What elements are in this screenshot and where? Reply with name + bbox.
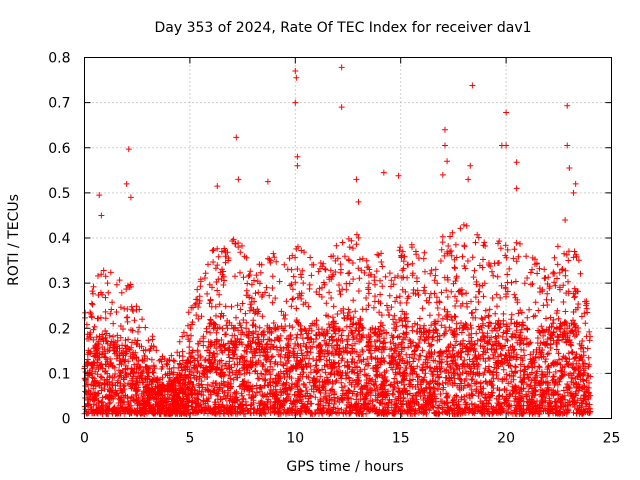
- scatter-band: [81, 221, 594, 417]
- y-tick-label: 0.4: [48, 231, 70, 247]
- x-tick-label: 15: [392, 431, 410, 447]
- x-tick-labels: 0 5 10 15 20 25: [80, 431, 620, 447]
- x-tick-label: 0: [80, 431, 89, 447]
- scatter-point: [570, 189, 577, 196]
- scatter-point: [469, 82, 476, 89]
- scatter-point: [294, 153, 301, 160]
- x-tick-label: 10: [286, 431, 304, 447]
- y-tick-label: 0.8: [48, 51, 70, 67]
- scatter-point: [264, 178, 271, 185]
- scatter-point: [125, 146, 132, 153]
- y-tick-labels: 0 0.1 0.2 0.3 0.4 0.5 0.6 0.7 0.8: [48, 51, 70, 428]
- y-tick-label: 0.5: [48, 186, 70, 202]
- x-tick-label: 5: [185, 431, 194, 447]
- scatter-point: [503, 142, 510, 149]
- scatter-point: [564, 102, 571, 109]
- scatter-point: [467, 162, 474, 169]
- scatter-point: [465, 176, 472, 183]
- y-tick-label: 0.6: [48, 141, 70, 157]
- scatter-point: [355, 198, 362, 205]
- scatter-point: [566, 165, 573, 172]
- scatter-point: [503, 109, 510, 116]
- data-points: [81, 64, 594, 417]
- scatter-point: [233, 134, 240, 141]
- scatter-point: [353, 176, 360, 183]
- scatter-point: [338, 64, 345, 71]
- scatter-point: [564, 142, 571, 149]
- axis-ticks: [84, 57, 612, 419]
- scatter-point: [395, 172, 402, 179]
- scatter-point: [513, 185, 520, 192]
- scatter-point: [96, 192, 103, 199]
- y-tick-label: 0.7: [48, 96, 70, 112]
- x-axis-label: GPS time / hours: [286, 459, 403, 475]
- y-tick-label: 0: [62, 412, 71, 428]
- y-tick-label: 0.3: [48, 276, 70, 292]
- scatter-point: [127, 194, 134, 201]
- scatter-point: [441, 142, 448, 149]
- scatter-point: [123, 180, 130, 187]
- scatter-point: [513, 159, 520, 166]
- x-tick-label: 25: [603, 431, 621, 447]
- scatter-point: [572, 180, 579, 187]
- scatter-point: [293, 74, 300, 81]
- y-axis-label: ROTI / TECUs: [6, 194, 22, 286]
- scatter-point: [441, 126, 448, 133]
- scatter-point: [214, 183, 221, 190]
- chart-title: Day 353 of 2024, Rate Of TEC Index for r…: [154, 20, 531, 36]
- scatter-point: [444, 158, 451, 165]
- scatter-point: [235, 176, 242, 183]
- x-tick-label: 20: [497, 431, 515, 447]
- scatter-point: [292, 68, 299, 75]
- y-tick-label: 0.2: [48, 321, 70, 337]
- scatter-point: [439, 171, 446, 178]
- y-tick-label: 0.1: [48, 366, 70, 382]
- scatter-point: [338, 104, 345, 111]
- scatter-point: [98, 212, 105, 219]
- scatter-point: [292, 99, 299, 106]
- scatter-point: [562, 216, 569, 223]
- scatter-point: [380, 169, 387, 176]
- scatter-point: [294, 162, 301, 169]
